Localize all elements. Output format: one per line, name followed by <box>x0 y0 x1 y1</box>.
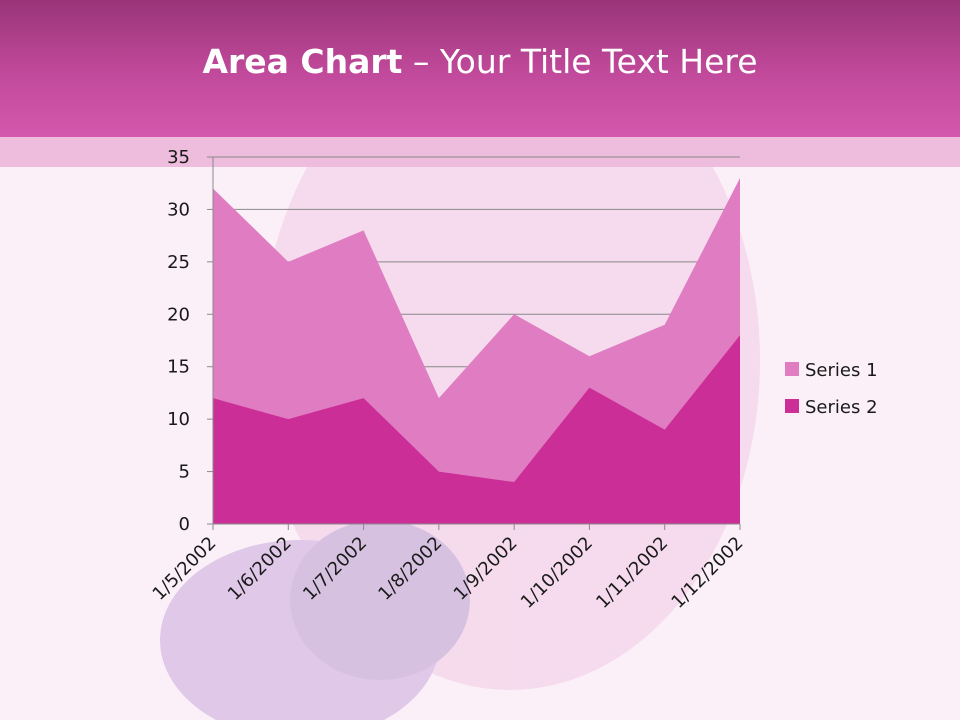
legend-label: Series 2 <box>805 397 878 418</box>
y-tick-label: 35 <box>167 147 190 168</box>
legend-label: Series 1 <box>805 360 878 381</box>
legend-swatch <box>785 399 799 413</box>
y-tick-label: 15 <box>167 357 190 378</box>
x-tick-label: 1/5/2002 <box>149 533 221 605</box>
slide-title-bold: Area Chart <box>202 42 403 81</box>
y-tick-label: 0 <box>179 514 190 535</box>
y-tick-label: 10 <box>167 409 190 430</box>
title-bar <box>0 0 960 137</box>
area-series <box>213 177 740 524</box>
x-tick-label: 1/8/2002 <box>374 533 446 605</box>
slide-title-rest: – Your Title Text Here <box>402 42 758 81</box>
y-tick-label: 25 <box>167 252 190 273</box>
x-tick-label: 1/7/2002 <box>299 533 371 605</box>
x-tick-label: 1/12/2002 <box>667 533 747 613</box>
x-tick-label: 1/6/2002 <box>224 533 296 605</box>
x-tick-label: 1/10/2002 <box>517 533 597 613</box>
y-tick-label: 30 <box>167 199 190 220</box>
slide-title: Area Chart – Your Title Text Here <box>0 40 960 84</box>
axes <box>207 156 741 530</box>
area-series-2 <box>213 335 740 524</box>
legend: Series 1 Series 2 <box>785 360 878 418</box>
x-axis-ticks: 1/5/2002 1/6/2002 1/7/2002 1/8/2002 1/9/2002… <box>149 533 748 613</box>
title-band <box>0 137 960 167</box>
x-tick-label: 1/9/2002 <box>450 533 522 605</box>
y-tick-label: 5 <box>179 462 190 483</box>
y-tick-label: 20 <box>167 304 190 325</box>
x-tick-label: 1/11/2002 <box>592 533 672 613</box>
y-axis-ticks: 0 5 10 15 20 25 30 35 <box>167 147 190 535</box>
legend-swatch <box>785 362 799 376</box>
